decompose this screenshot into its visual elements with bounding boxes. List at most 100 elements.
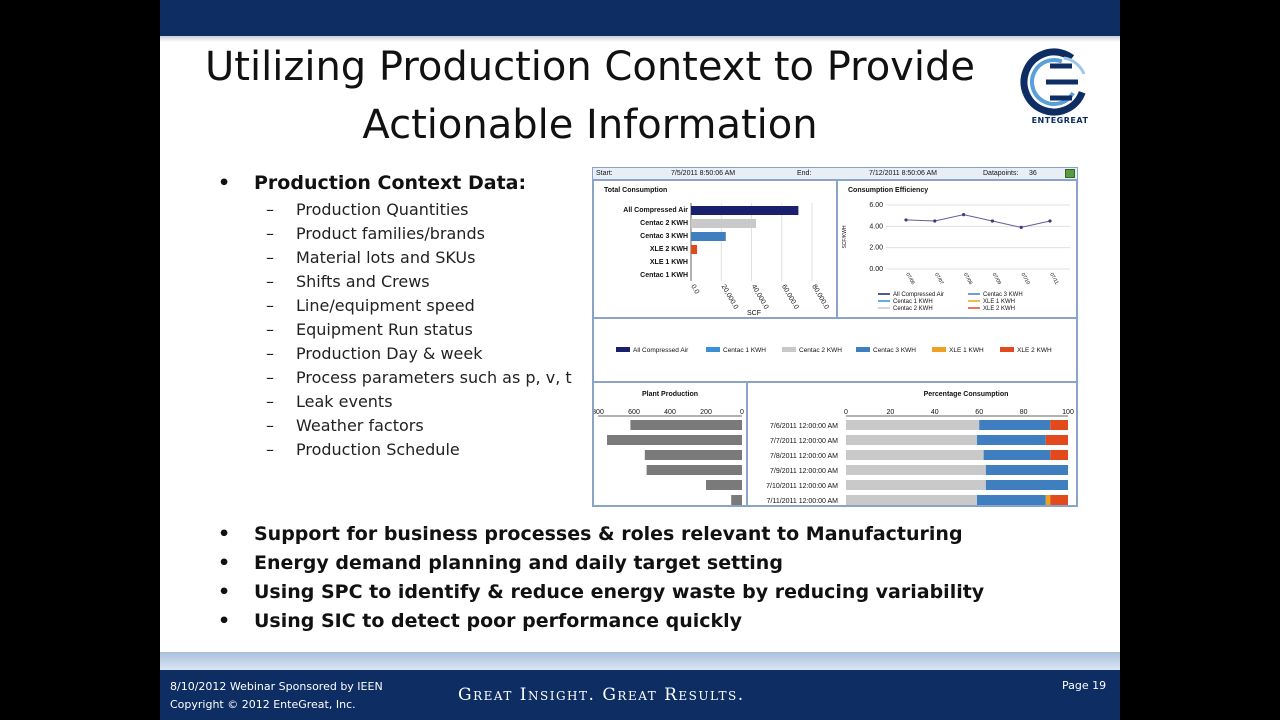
category-label: XLE 2 KWH	[650, 246, 688, 253]
bar-segment	[976, 495, 1046, 505]
bottom-bullet-item: • Support for business processes & roles …	[216, 520, 1096, 549]
legend-label: XLE 2 KWH	[983, 306, 1015, 312]
production-context-bullet: • Production Context Data: – Production Q…	[216, 170, 576, 462]
x-tick-label: 0	[844, 409, 848, 416]
x-tick-label: 0	[740, 409, 744, 416]
legend-label: Centac 3 KWH	[873, 347, 916, 354]
bar	[630, 420, 742, 430]
bullet-dot-icon: •	[218, 172, 231, 194]
dash-icon: –	[266, 368, 274, 387]
bar-segment	[846, 480, 986, 490]
legend-label: Centac 3 KWH	[983, 292, 1023, 298]
dashboard-header: Start: 7/5/2011 8:50:06 AM End: 7/12/201…	[593, 168, 1077, 180]
footer-date-line: 8/10/2012 Webinar Sponsored by IEEN	[170, 680, 383, 693]
data-point	[1019, 225, 1023, 229]
export-icon[interactable]	[1065, 169, 1075, 178]
bar	[691, 219, 757, 228]
footer-tagline: Great Insight. Great Results.	[458, 685, 745, 705]
data-point	[990, 219, 994, 223]
data-point	[962, 213, 966, 217]
bullet-dot-icon: •	[218, 610, 231, 632]
datapoints-value: 36	[1029, 170, 1037, 177]
percentage-consumption-chart: Percentage Consumption 0 20 40 60 80 100 7/6/20…	[766, 391, 1074, 505]
x-tick-label: 60	[975, 409, 983, 416]
dash-icon: –	[266, 440, 274, 459]
x-tick-label: 07/10	[1019, 272, 1031, 286]
x-tick-label: 07/07	[933, 272, 945, 286]
legend-swatch	[706, 347, 720, 352]
category-label: 7/6/2011 12:00:00 AM	[770, 423, 838, 430]
legend-label: Centac 2 KWH	[893, 306, 933, 312]
bottom-bullet-item: • Energy demand planning and daily target…	[216, 549, 1096, 578]
bar-segment	[846, 435, 977, 445]
footer-dark-stripe	[160, 670, 1120, 720]
sub-bullet-text: Weather factors	[296, 416, 424, 435]
bar-segment	[979, 420, 1051, 430]
bullet-heading: • Production Context Data:	[216, 170, 576, 196]
x-tick-label: 600	[628, 409, 640, 416]
end-label: End:	[797, 170, 812, 177]
legend-swatch	[856, 347, 870, 352]
total-consumption-frame: Total Consumption 0.0 20,000.0 40,000.0 60,0…	[593, 180, 837, 318]
sub-bullet-text: Shifts and Crews	[296, 272, 430, 291]
sub-bullet-item: – Material lots and SKUs	[216, 246, 576, 270]
slide: Utilizing Production Context to Provide …	[160, 0, 1120, 720]
title-line-1: Utilizing Production Context to Provide	[205, 44, 975, 90]
bottom-bullet-text: Using SPC to identify & reduce energy wa…	[254, 581, 985, 603]
y-tick-label: 4.00	[869, 223, 883, 230]
bottom-bullet-text: Using SIC to detect poor performance qui…	[254, 610, 743, 632]
dash-icon: –	[266, 392, 274, 411]
bar	[691, 232, 726, 241]
footer-copyright: Copyright © 2012 EnteGreat, Inc.	[170, 698, 356, 711]
legend-label: XLE 2 KWH	[1017, 347, 1052, 354]
chart-title: Consumption Efficiency	[848, 187, 928, 194]
x-axis-label: SCF	[747, 310, 761, 317]
bullet-heading-text: Production Context Data:	[254, 172, 527, 194]
y-tick-label: 6.00	[869, 202, 883, 209]
dashboard-screenshot: Start: 7/5/2011 8:50:06 AM End: 7/12/201…	[592, 167, 1078, 507]
category-label: 7/8/2011 12:00:00 AM	[770, 453, 838, 460]
x-tick-label: 80,000.0	[810, 284, 830, 311]
category-label: 7/10/2011 12:00:00 AM	[766, 483, 838, 490]
bar	[706, 480, 742, 490]
category-label: 7/7/2011 12:00:00 AM	[770, 438, 838, 445]
x-tick-label: 40	[931, 409, 939, 416]
legend-label: Centac 1 KWH	[723, 347, 766, 354]
series-line	[905, 214, 1051, 228]
logo-icon	[1020, 48, 1088, 116]
dash-icon: –	[266, 200, 274, 219]
category-label: All Compressed Air	[623, 207, 688, 214]
sub-bullet-item: – Production Schedule	[216, 438, 576, 462]
sub-bullet-item: – Equipment Run status	[216, 318, 576, 342]
legend-label: Centac 1 KWH	[893, 299, 933, 305]
x-tick-label: 07/06	[904, 272, 916, 286]
sub-bullet-text: Leak events	[296, 392, 393, 411]
bar-segment	[1050, 450, 1068, 460]
dash-icon: –	[266, 344, 274, 363]
footer-page-number: Page 19	[1062, 679, 1107, 692]
x-tick-label: 80	[1020, 409, 1028, 416]
bar	[607, 435, 742, 445]
category-label: XLE 1 KWH	[650, 259, 688, 266]
legend-label: All Compressed Air	[893, 292, 944, 298]
end-value: 7/12/2011 8:50:06 AM	[869, 170, 937, 177]
bullet-dot-icon: •	[218, 552, 231, 574]
datapoints-label: Datapoints:	[983, 170, 1019, 177]
plant-production-chart: Plant Production 800 600 400 200 0	[592, 391, 744, 505]
bar-segment	[846, 450, 984, 460]
sub-bullet-text: Equipment Run status	[296, 320, 473, 339]
bar-segment	[976, 435, 1046, 445]
bullet-dot-icon: •	[218, 523, 231, 545]
x-tick-label: 20,000.0	[720, 284, 740, 311]
bar-segment	[1045, 495, 1051, 505]
legend-swatch	[616, 347, 630, 352]
x-tick-label: 07/08	[962, 272, 974, 286]
chart-title: Plant Production	[642, 391, 698, 398]
sub-bullet-item: – Process parameters such as p, v, t	[216, 366, 576, 390]
bar	[691, 245, 698, 254]
bar-segment	[983, 450, 1051, 460]
dash-icon: –	[266, 224, 274, 243]
category-label: Centac 1 KWH	[640, 272, 688, 279]
sub-bullet-item: – Production Quantities	[216, 198, 576, 222]
bar-segment	[846, 420, 980, 430]
